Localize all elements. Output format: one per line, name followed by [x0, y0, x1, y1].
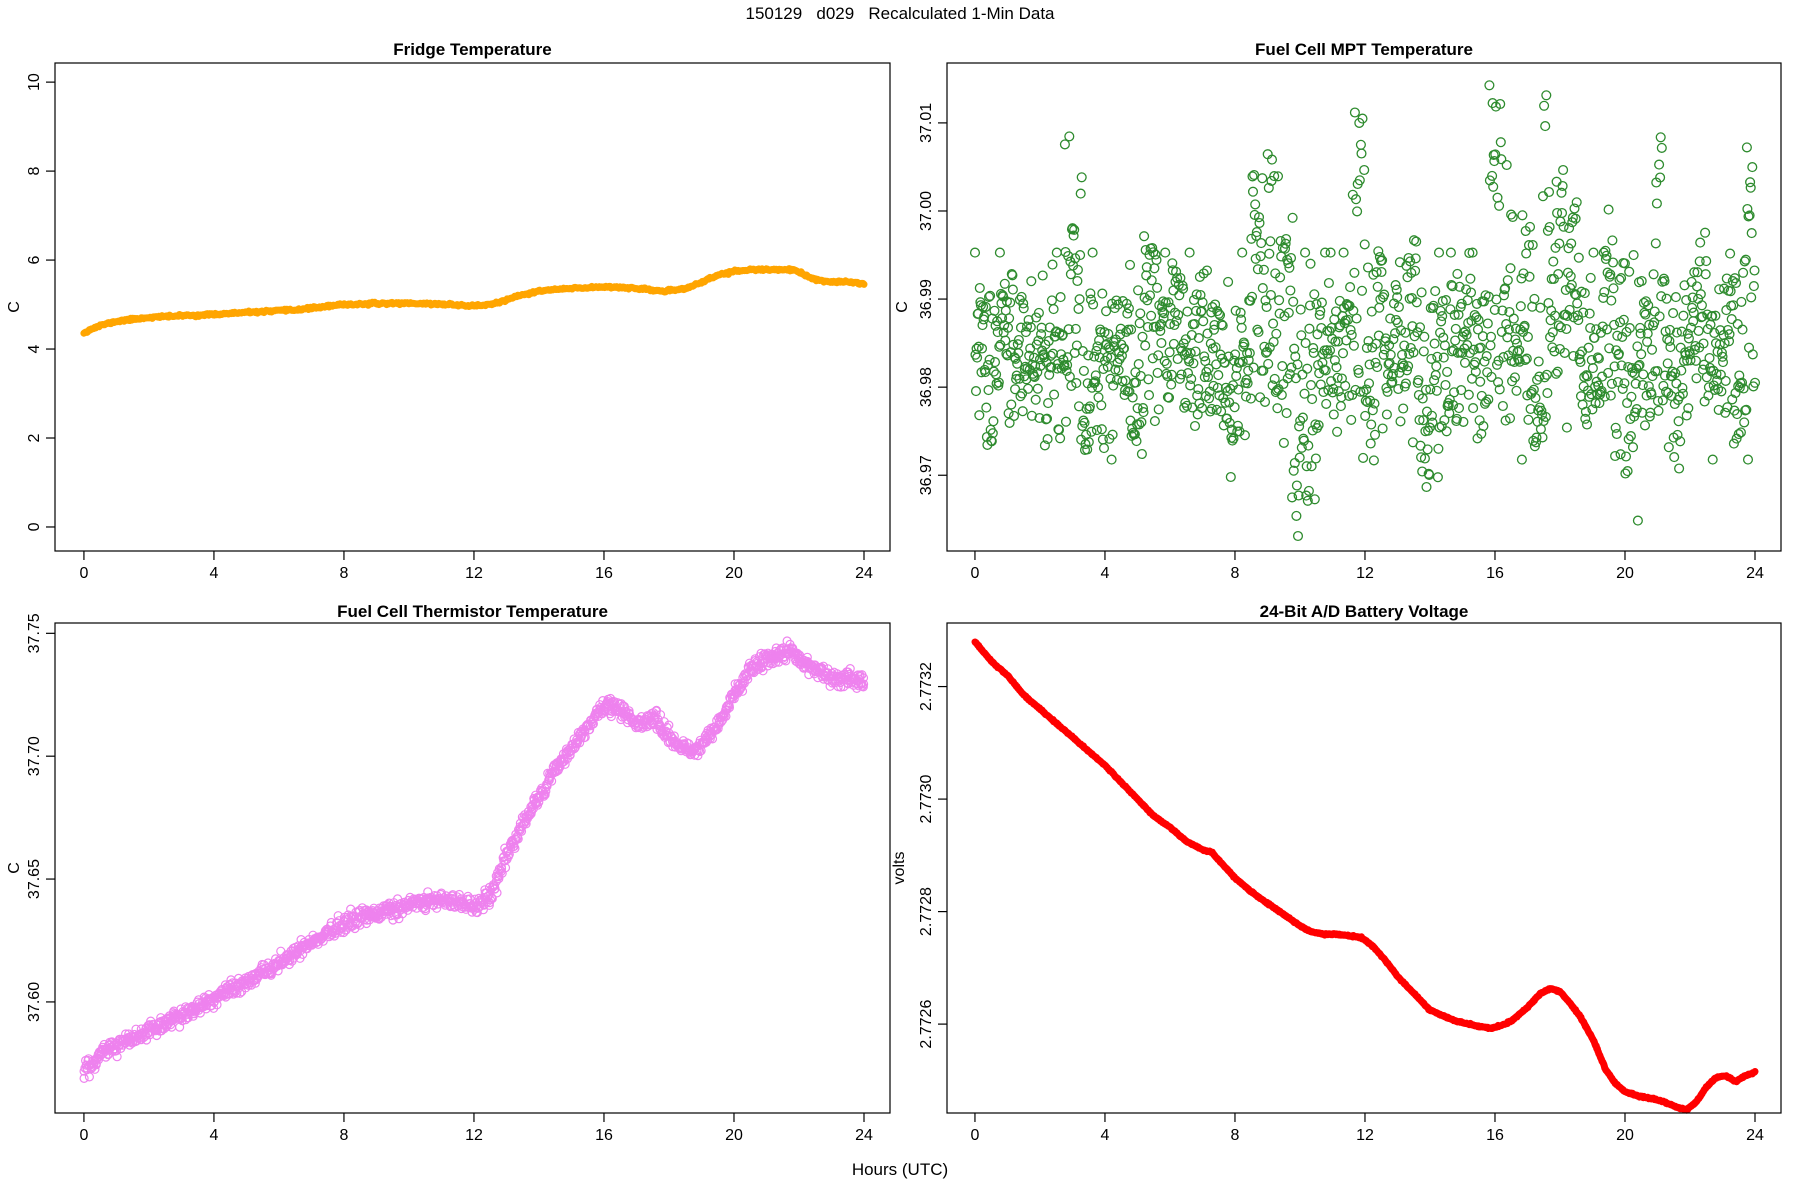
svg-text:20: 20	[725, 1127, 743, 1144]
y-axis-label-thermistor: C	[6, 862, 23, 874]
svg-text:24: 24	[855, 1127, 873, 1144]
svg-text:12: 12	[1356, 565, 1374, 582]
svg-text:37.70: 37.70	[26, 736, 43, 776]
svg-text:24: 24	[1746, 565, 1764, 582]
svg-text:10: 10	[26, 73, 43, 91]
svg-text:2: 2	[26, 433, 43, 442]
x-axis-global-label: Hours (UTC)	[851, 1160, 949, 1179]
y-axis-label-mpt: C	[894, 301, 911, 313]
svg-text:12: 12	[465, 1127, 483, 1144]
svg-text:8: 8	[1231, 1127, 1240, 1144]
svg-text:2.7726: 2.7726	[918, 1000, 935, 1049]
svg-text:4: 4	[1101, 565, 1110, 582]
svg-text:12: 12	[1356, 1127, 1374, 1144]
svg-text:16: 16	[595, 1127, 613, 1144]
svg-text:0: 0	[79, 565, 88, 582]
panel-title-battery-voltage: 24-Bit A/D Battery Voltage	[1259, 602, 1469, 621]
panel-title-fridge-temperature: Fridge Temperature	[393, 40, 552, 59]
svg-text:36.97: 36.97	[918, 455, 935, 495]
svg-text:4: 4	[1101, 1127, 1110, 1144]
svg-text:2.7728: 2.7728	[918, 887, 935, 936]
svg-text:4: 4	[209, 565, 218, 582]
panel-title-fuel-cell-mpt-temperature: Fuel Cell MPT Temperature	[1255, 40, 1473, 59]
y-axis-label-volts: volts	[891, 851, 908, 885]
panel-title-fuel-cell-thermistor-temperature: Fuel Cell Thermistor Temperature	[337, 602, 608, 621]
svg-text:2.7730: 2.7730	[918, 775, 935, 824]
svg-text:20: 20	[1616, 1127, 1634, 1144]
svg-text:4: 4	[209, 1127, 218, 1144]
svg-text:4: 4	[26, 344, 43, 353]
svg-text:0: 0	[79, 1127, 88, 1144]
svg-text:36.99: 36.99	[918, 279, 935, 319]
svg-text:0: 0	[26, 522, 43, 531]
svg-text:20: 20	[1616, 565, 1634, 582]
svg-text:8: 8	[339, 565, 348, 582]
main-title: 150129 d029 Recalculated 1-Min Data	[745, 4, 1055, 23]
svg-text:6: 6	[26, 256, 43, 265]
svg-text:16: 16	[1486, 565, 1504, 582]
svg-text:8: 8	[339, 1127, 348, 1144]
svg-text:37.60: 37.60	[26, 982, 43, 1022]
svg-text:12: 12	[465, 565, 483, 582]
svg-text:16: 16	[595, 565, 613, 582]
svg-text:20: 20	[725, 565, 743, 582]
svg-text:8: 8	[26, 167, 43, 176]
svg-text:37.75: 37.75	[26, 613, 43, 653]
svg-text:37.65: 37.65	[26, 859, 43, 899]
svg-text:2.7732: 2.7732	[918, 662, 935, 711]
y-axis-label-fridge: C	[6, 301, 23, 313]
svg-text:16: 16	[1486, 1127, 1504, 1144]
svg-text:8: 8	[1231, 565, 1240, 582]
svg-text:37.01: 37.01	[918, 103, 935, 143]
svg-text:24: 24	[1746, 1127, 1764, 1144]
svg-text:0: 0	[970, 1127, 979, 1144]
svg-text:36.98: 36.98	[918, 367, 935, 407]
svg-text:0: 0	[970, 565, 979, 582]
svg-text:37.00: 37.00	[918, 191, 935, 231]
svg-text:24: 24	[855, 565, 873, 582]
